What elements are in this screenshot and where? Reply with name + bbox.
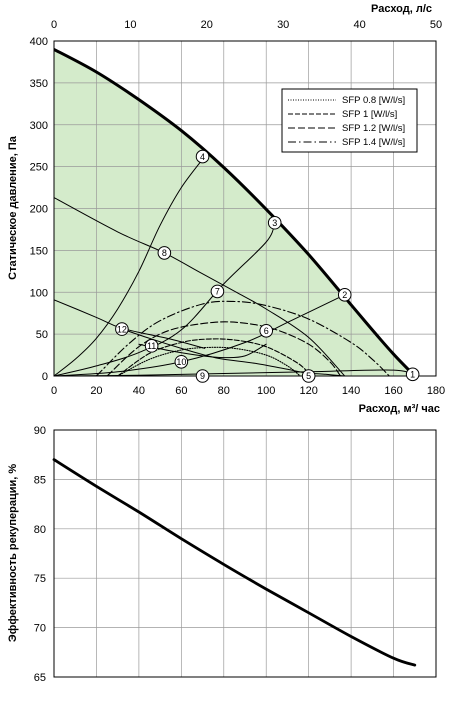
bottom-y-tick-70: 70 bbox=[34, 623, 46, 635]
top-x2-tick-50: 50 bbox=[430, 19, 442, 31]
max-performance-curve bbox=[54, 47, 417, 376]
bottom-plot-frame bbox=[53, 429, 437, 678]
bottom-grid bbox=[53, 429, 437, 678]
top-x2-axis-label: Расход, л/с bbox=[371, 3, 432, 15]
operating-point-1: 1 bbox=[405, 367, 420, 382]
operating-point-3: 3 bbox=[267, 215, 282, 230]
operating-point-9: 9 bbox=[195, 369, 210, 383]
operating-point-4: 4 bbox=[195, 149, 210, 164]
legend-entry-sfp-1: SFP 1 [W/l/s] bbox=[342, 109, 397, 120]
operating-point-5: 5 bbox=[301, 369, 316, 383]
bottom-y-tick-80: 80 bbox=[34, 524, 46, 536]
top-x-tick-40: 40 bbox=[133, 385, 145, 397]
legend-entry-sfp-1-2: SFP 1.2 [W/l/s] bbox=[342, 123, 405, 134]
bottom-chart: 65 70 75 80 85 90 Эффективность рекуперации, … bbox=[7, 425, 437, 684]
bottom-y-tick-75: 75 bbox=[34, 573, 46, 585]
operating-point-8: 8 bbox=[157, 246, 172, 260]
operating-area bbox=[54, 49, 415, 376]
operating-point-2: 2 bbox=[337, 287, 352, 302]
operating-point-label-7: 7 bbox=[215, 287, 220, 297]
top-x2-tick-40: 40 bbox=[353, 19, 365, 31]
top-x-tick-140: 140 bbox=[342, 385, 360, 397]
bottom-y-ticks: 65 70 75 80 85 90 bbox=[34, 425, 46, 684]
fan-curve-8 bbox=[138, 343, 267, 359]
bottom-y-tick-65: 65 bbox=[34, 672, 46, 684]
operating-point-label-1: 1 bbox=[410, 370, 415, 380]
operating-point-label-3: 3 bbox=[272, 218, 277, 228]
top-x2-tick-30: 30 bbox=[277, 19, 289, 31]
bottom-y-tick-90: 90 bbox=[34, 425, 46, 437]
top-x-tick-20: 20 bbox=[90, 385, 102, 397]
top-y-tick-250: 250 bbox=[30, 162, 48, 174]
recuperation-efficiency-curve bbox=[52, 458, 417, 667]
system-curve-2 bbox=[54, 222, 276, 376]
operating-point-label-10: 10 bbox=[176, 357, 186, 367]
top-x-axis-label: Расход, м³/ час bbox=[359, 403, 440, 415]
sfp-curve-9 bbox=[117, 346, 301, 376]
operating-point-label-6: 6 bbox=[264, 326, 269, 336]
operating-point-label-12: 12 bbox=[117, 324, 127, 334]
top-y-tick-200: 200 bbox=[30, 204, 48, 216]
top-x-tick-60: 60 bbox=[175, 385, 187, 397]
sfp-curve-12 bbox=[95, 300, 390, 376]
top-y-tick-350: 350 bbox=[30, 78, 48, 90]
top-x2-tick-20: 20 bbox=[201, 19, 213, 31]
bottom-y-tick-85: 85 bbox=[34, 474, 46, 486]
top-x-ticks: 0 20 40 60 80 100 120 140 160 180 bbox=[51, 385, 445, 397]
top-x-tick-0: 0 bbox=[51, 385, 57, 397]
operating-point-label-8: 8 bbox=[162, 248, 167, 258]
operating-point-12: 12 bbox=[115, 322, 129, 336]
top-x-tick-80: 80 bbox=[218, 385, 230, 397]
fan-curve-5 bbox=[54, 197, 346, 376]
top-x2-tick-0: 0 bbox=[51, 19, 57, 31]
system-curve-4 bbox=[54, 369, 416, 376]
legend-entry-sfp-0-8: SFP 0.8 [W/l/s] bbox=[342, 95, 405, 106]
top-y-tick-300: 300 bbox=[30, 120, 48, 132]
operating-point-label-9: 9 bbox=[200, 371, 205, 381]
operating-point-label-11: 11 bbox=[147, 341, 156, 351]
system-curve-3 bbox=[54, 294, 346, 376]
top-y-tick-0: 0 bbox=[42, 371, 48, 383]
operating-point-label-5: 5 bbox=[306, 371, 311, 381]
bottom-y-axis-label: Эффективность рекуперации, % bbox=[7, 464, 19, 642]
operating-point-10: 10 bbox=[174, 354, 189, 369]
operating-point-label-4: 4 bbox=[200, 152, 205, 162]
operating-point-7: 7 bbox=[210, 284, 225, 299]
top-x2-tick-10: 10 bbox=[124, 19, 136, 31]
top-y-tick-150: 150 bbox=[30, 245, 48, 257]
operating-point-6: 6 bbox=[259, 323, 274, 338]
top-x-tick-160: 160 bbox=[384, 385, 402, 397]
top-y-tick-100: 100 bbox=[30, 287, 48, 299]
top-x-tick-180: 180 bbox=[427, 385, 445, 397]
legend: SFP 0.8 [W/l/s] SFP 1 [W/l/s] SFP 1.2 [W… bbox=[281, 88, 418, 153]
operating-point-11: 11 bbox=[144, 339, 159, 353]
legend-entry-sfp-1-4: SFP 1.4 [W/l/s] bbox=[342, 137, 405, 148]
top-plot-frame bbox=[53, 40, 437, 377]
top-x-tick-120: 120 bbox=[299, 385, 317, 397]
operating-point-label-2: 2 bbox=[342, 290, 347, 300]
bottom-series-group bbox=[52, 458, 417, 667]
top-x2-ticks: 0 10 20 30 40 50 bbox=[51, 19, 442, 31]
top-y-tick-50: 50 bbox=[36, 329, 48, 341]
system-curve-1 bbox=[54, 156, 206, 376]
top-y-axis-label: Статическое давление, Па bbox=[7, 135, 19, 280]
top-x-tick-100: 100 bbox=[257, 385, 275, 397]
top-y-ticks: 0 50 100 150 200 250 300 350 400 bbox=[30, 36, 48, 383]
top-y-tick-400: 400 bbox=[30, 36, 48, 48]
